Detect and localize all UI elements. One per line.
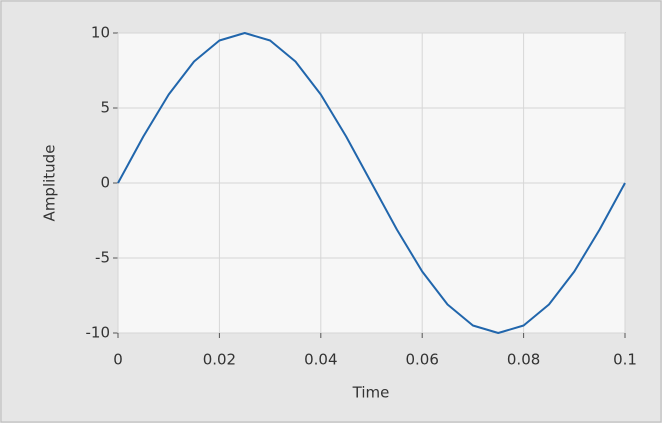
y-tick-label: -5 bbox=[95, 249, 110, 267]
x-tick-label: 0.02 bbox=[203, 351, 236, 369]
x-tick-label: 0.08 bbox=[507, 351, 540, 369]
x-tick-label: 0.06 bbox=[405, 351, 438, 369]
y-tick-label: -10 bbox=[86, 324, 111, 342]
y-axis-label: Amplitude bbox=[41, 145, 59, 222]
y-tick-label: 10 bbox=[91, 24, 110, 42]
y-tick-label: 0 bbox=[100, 174, 110, 192]
x-tick-label: 0.1 bbox=[613, 351, 637, 369]
x-tick-label: 0 bbox=[113, 351, 123, 369]
chart: Time Amplitude -10 -5 0 5 10 0 0.02 0.04 0.06 0.0… bbox=[0, 0, 662, 423]
y-tick-label: 5 bbox=[100, 99, 110, 117]
x-tick-label: 0.04 bbox=[304, 351, 337, 369]
x-axis-label: Time bbox=[352, 384, 390, 402]
